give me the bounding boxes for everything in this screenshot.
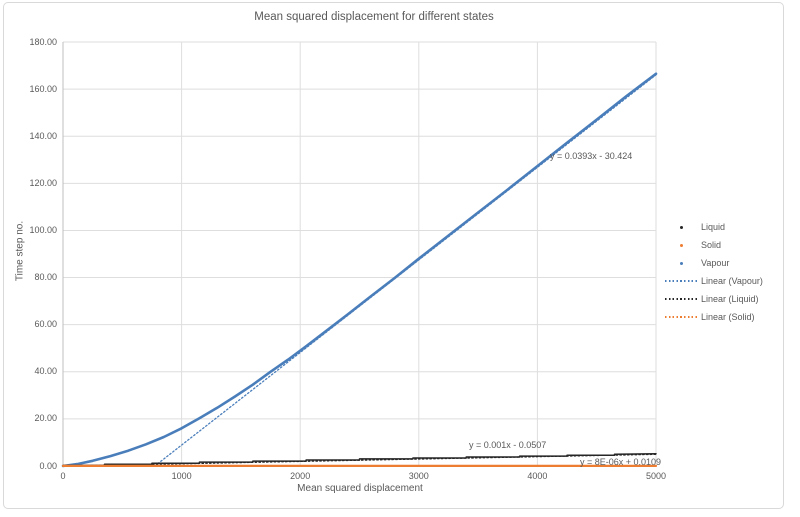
legend-marker-dot-icon <box>664 261 698 265</box>
y-tick-label: 160.00 <box>29 83 57 94</box>
swatch-shape <box>679 225 683 229</box>
y-tick-label: 40.00 <box>34 366 57 377</box>
legend-item-vapour[interactable]: Vapour <box>664 254 763 272</box>
y-axis-title[interactable]: Time step no. <box>14 220 26 282</box>
y-tick-label: 120.00 <box>29 177 57 188</box>
y-tick-label: 0.00 <box>39 460 57 471</box>
legend-item-linear-vapour[interactable]: Linear (Vapour) <box>664 272 763 290</box>
y-tick-label: 60.00 <box>34 319 57 330</box>
chart-title[interactable]: Mean squared displacement for different … <box>254 11 494 23</box>
legend-label: Linear (Solid) <box>701 312 755 322</box>
legend-marker-dot-icon <box>664 243 698 247</box>
swatch-shape <box>679 261 683 265</box>
legend-label: Linear (Vapour) <box>701 276 763 286</box>
trendline-equation-label[interactable]: y = 0.0393x - 30.424 <box>550 151 633 161</box>
trendline-equation-label[interactable]: y = 8E-06x + 0.0109 <box>580 457 662 467</box>
trendline-linear-liquid[interactable] <box>68 453 657 467</box>
legend-dotted-line-icon <box>664 280 698 282</box>
swatch-shape <box>679 243 683 247</box>
legend[interactable]: Liquid Solid Vapour Linear (Vapour) Linear (… <box>664 218 763 326</box>
y-tick-label: 140.00 <box>29 130 57 141</box>
x-tick-label: 0 <box>60 471 66 481</box>
y-tick-label: 180.00 <box>29 36 57 47</box>
series-vapour[interactable] <box>61 72 658 468</box>
swatch-shape <box>665 280 697 282</box>
x-tick-label: 1000 <box>171 471 192 481</box>
y-tick-label: 20.00 <box>34 413 57 424</box>
y-tick-label: 100.00 <box>29 224 57 235</box>
swatch-shape <box>665 298 697 300</box>
x-tick-label: 5000 <box>645 471 667 481</box>
chart-border <box>3 2 784 509</box>
legend-label: Linear (Liquid) <box>701 294 759 304</box>
y-tick-label: 80.00 <box>34 272 57 283</box>
x-tick-label: 3000 <box>408 471 429 481</box>
legend-item-liquid[interactable]: Liquid <box>664 218 763 236</box>
legend-marker-dot-icon <box>664 225 698 229</box>
legend-label: Solid <box>701 240 722 250</box>
x-tick-label: 4000 <box>527 471 548 481</box>
legend-item-linear-solid[interactable]: Linear (Solid) <box>664 308 763 326</box>
x-axis-title[interactable]: Mean squared displacement <box>297 483 423 494</box>
trendline-equation-label[interactable]: y = 0.001x - 0.0507 <box>469 440 547 450</box>
legend-item-linear-liquid[interactable]: Linear (Liquid) <box>664 290 763 308</box>
series-liquid[interactable] <box>62 453 657 467</box>
legend-label: Liquid <box>701 222 726 232</box>
legend-dotted-line-icon <box>664 316 698 318</box>
legend-item-solid[interactable]: Solid <box>664 236 763 254</box>
legend-dotted-line-icon <box>664 298 698 300</box>
x-tick-label: 2000 <box>290 471 311 481</box>
swatch-shape <box>665 316 697 318</box>
legend-label: Vapour <box>701 258 730 268</box>
